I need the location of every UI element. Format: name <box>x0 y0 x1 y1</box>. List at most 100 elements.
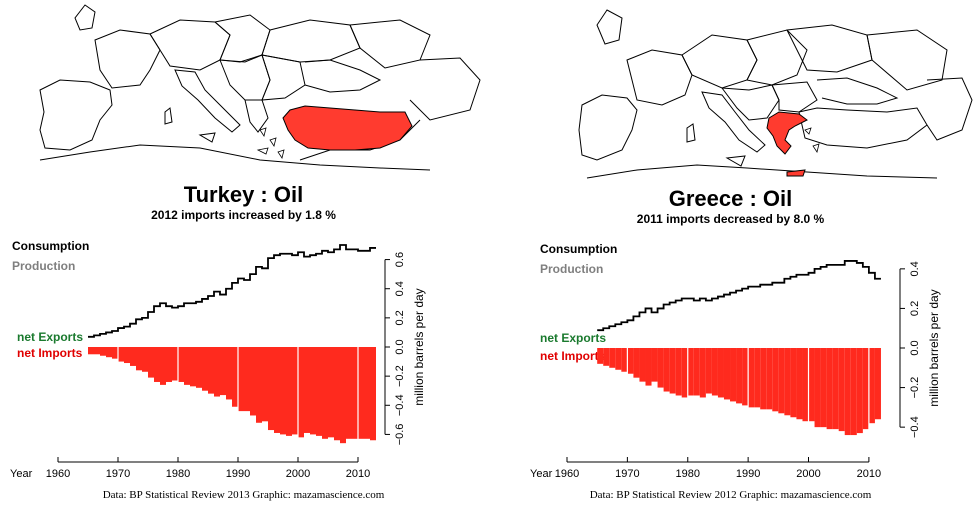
import-bar <box>808 348 815 422</box>
x-axis-label: Year <box>10 468 33 480</box>
y-tick-label: −0.2 <box>909 377 921 399</box>
import-bar <box>766 348 773 410</box>
legend-net-exports: net Exports <box>540 331 607 345</box>
import-bar <box>693 348 700 396</box>
import-bar <box>292 347 298 435</box>
europe-map <box>39 4 481 171</box>
import-bar <box>723 348 731 400</box>
import-bar <box>352 347 358 439</box>
import-bar <box>328 347 334 438</box>
import-bar <box>627 348 634 374</box>
import-bar <box>172 347 178 381</box>
import-bar <box>742 348 749 406</box>
import-bar <box>820 348 827 428</box>
import-bar <box>136 347 142 371</box>
france-outline <box>94 29 161 89</box>
turkey-chart: −0.6 −0.4 −0.2 0.0 0.2 0.4 0.6 million barrels … <box>10 244 426 480</box>
x-tick-label: 2010 <box>857 468 881 480</box>
consumption-line <box>597 260 881 332</box>
import-bar <box>364 347 370 439</box>
import-bar <box>633 348 640 378</box>
import-bar <box>687 348 694 396</box>
import-bar <box>130 347 136 366</box>
import-bar <box>748 348 755 408</box>
x-tick-label: 1980 <box>676 468 700 480</box>
import-bar <box>334 347 340 441</box>
import-bar <box>160 347 166 385</box>
import-bar <box>250 347 256 416</box>
import-bar <box>202 347 208 391</box>
greece-panel: Greece : Oil 2011 imports decreased by 8… <box>487 0 974 509</box>
import-bar <box>166 347 172 382</box>
import-bar <box>657 348 664 388</box>
import-bar <box>874 348 881 420</box>
import-bar <box>778 348 785 414</box>
import-bar <box>669 348 676 394</box>
import-bar <box>148 347 154 378</box>
import-bar <box>754 348 761 408</box>
import-bar <box>280 347 286 435</box>
import-bar <box>675 348 682 396</box>
import-bar <box>717 348 724 398</box>
import-bar <box>268 347 274 431</box>
import-bar <box>214 347 220 397</box>
import-bar <box>316 347 322 436</box>
italy-outline <box>174 69 241 133</box>
iberia-outline <box>39 79 113 151</box>
y-axis-label: million barrels per day <box>927 289 941 406</box>
import-bar <box>639 348 646 382</box>
import-bar <box>346 347 352 439</box>
import-bar <box>190 347 196 387</box>
x-tick-label: 1990 <box>736 468 760 480</box>
import-bar <box>298 347 304 438</box>
import-bar <box>238 347 244 412</box>
import-bar <box>760 348 767 410</box>
import-bar <box>736 348 743 404</box>
import-bar <box>112 347 118 359</box>
chart-credit: Data: BP Statistical Review 2012 Graphic… <box>589 489 872 501</box>
x-tick-label: 1970 <box>106 468 130 480</box>
x-tick-label: 1980 <box>166 468 190 480</box>
y-tick-label: 0.2 <box>909 301 921 316</box>
y-tick-label: 0.6 <box>394 252 406 267</box>
import-bar <box>681 348 688 398</box>
import-bar <box>615 348 622 370</box>
y-tick-label: 0.4 <box>909 261 921 276</box>
chart-subtitle: 2012 imports increased by 1.8 % <box>151 208 336 222</box>
import-bar <box>826 348 833 430</box>
x-tick-label: 1970 <box>615 468 639 480</box>
legend-net-exports: net Exports <box>17 330 84 344</box>
import-bar <box>310 347 316 435</box>
import-bar <box>184 347 190 385</box>
x-tick-label: 2010 <box>346 468 370 480</box>
y-axis-label: million barrels per day <box>412 288 426 405</box>
import-bar <box>796 348 803 420</box>
import-bar <box>609 348 616 368</box>
turkey-highlight-icon <box>282 105 413 151</box>
import-bar <box>256 347 262 423</box>
import-bar <box>663 348 670 392</box>
import-bar <box>142 347 148 372</box>
import-bar <box>226 347 232 400</box>
import-bar <box>597 348 604 364</box>
import-bar <box>784 348 791 416</box>
x-tick-label: 1990 <box>226 468 250 480</box>
import-bar <box>772 348 779 412</box>
import-bar <box>645 348 652 386</box>
chart-title: Greece : Oil <box>668 186 793 211</box>
import-bar <box>711 348 718 396</box>
europe-map <box>578 9 973 179</box>
import-bar <box>100 347 106 356</box>
import-bar <box>838 348 845 432</box>
chart-title: Turkey : Oil <box>183 182 304 207</box>
greece-highlight-icon <box>766 111 808 155</box>
import-bar <box>274 347 280 433</box>
import-bar <box>322 347 328 439</box>
import-bar <box>730 348 737 402</box>
import-bar <box>832 348 839 430</box>
import-bar <box>220 347 226 396</box>
chart-credit: Data: BP Statistical Review 2013 Graphic… <box>102 489 385 501</box>
uk-outline <box>596 9 623 45</box>
legend-net-imports: net Imports <box>540 349 606 363</box>
import-bar <box>94 347 100 355</box>
